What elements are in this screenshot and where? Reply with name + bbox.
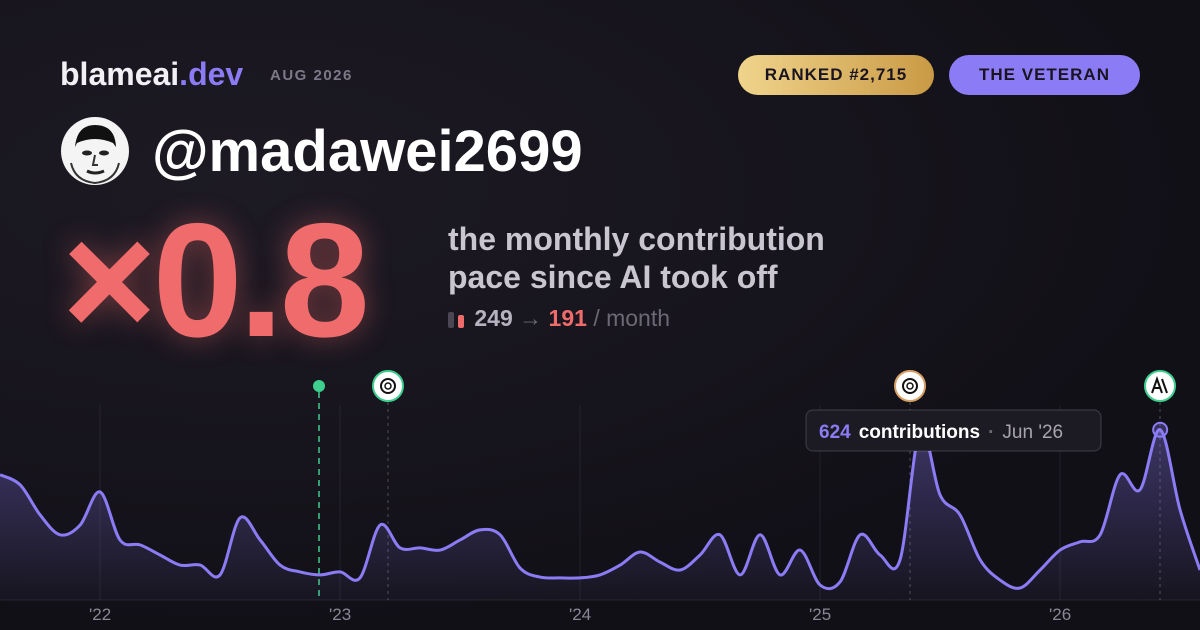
- title-badge: THE VETERAN: [949, 55, 1140, 95]
- event-icon: [894, 370, 926, 402]
- brand-name: blameai: [60, 56, 180, 92]
- arrow: →: [519, 305, 543, 331]
- area: [0, 428, 1200, 600]
- handle: @madawei2699: [152, 119, 583, 184]
- x-tick-label: '22: [89, 605, 111, 624]
- multiplier: ×0.8: [62, 190, 370, 371]
- rank-badge: RANKED #2,715: [738, 55, 934, 95]
- pace-icon: [448, 312, 464, 328]
- event-dot: [313, 380, 325, 392]
- line: [0, 427, 1200, 591]
- x-tick-label: '26: [1049, 605, 1071, 624]
- tooltip-date: Jun '26: [1002, 422, 1063, 443]
- x-tick-label: '24: [569, 605, 591, 624]
- before-value: 249: [474, 305, 513, 331]
- tooltip: 624 contributions · Jun '26: [805, 409, 1102, 452]
- avatar: [61, 117, 129, 185]
- highlight-point: [1152, 421, 1169, 438]
- unit: / month: [593, 305, 671, 331]
- tooltip-text: 624 contributions · Jun '26: [819, 422, 1063, 443]
- tooltip-value: 624: [819, 422, 851, 443]
- event-icon: [372, 370, 404, 402]
- pace: 249 → 191 / month: [448, 305, 670, 332]
- date: AUG 2026: [270, 67, 353, 84]
- after-value: 191: [548, 305, 587, 331]
- brand: blameai.dev: [60, 56, 243, 93]
- event-icon: [1144, 370, 1176, 402]
- description-line: the monthly contribution: [448, 221, 825, 257]
- x-tick-label: '23: [329, 605, 351, 624]
- description-line: pace since AI took off: [448, 259, 778, 295]
- tooltip-label: contributions: [859, 422, 980, 443]
- brand-tld: .dev: [179, 56, 244, 92]
- tooltip-sep: ·: [988, 422, 994, 443]
- description: the monthly contribution pace since AI t…: [448, 220, 825, 296]
- tooltip-box: [805, 409, 1102, 452]
- x-tick-label: '25: [809, 605, 831, 624]
